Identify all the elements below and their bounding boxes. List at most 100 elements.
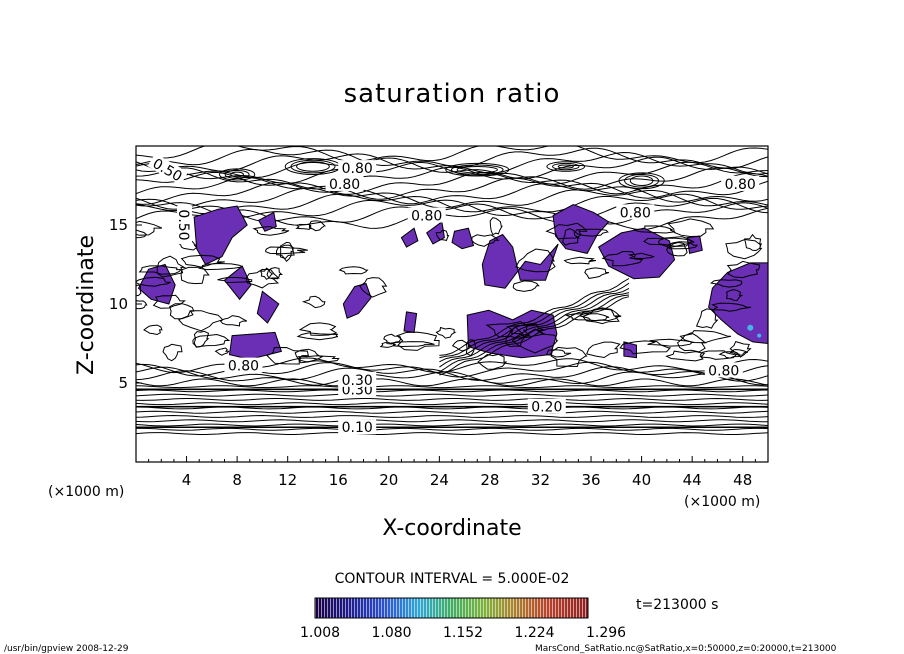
contour-line — [136, 397, 768, 401]
contour-loop — [180, 266, 210, 285]
contour-loop — [197, 262, 243, 271]
contour-loop — [230, 171, 244, 178]
contour-loop — [136, 276, 171, 287]
contour-loop — [601, 250, 644, 267]
contour-loop — [586, 341, 621, 359]
x-tick-label: 32 — [531, 471, 550, 489]
contour-loop — [136, 284, 142, 297]
supersaturated-region — [400, 227, 419, 248]
contour-loop — [562, 228, 581, 246]
stratified-contours — [136, 357, 768, 435]
supersaturated-region — [403, 311, 418, 333]
contour-loop — [180, 254, 225, 268]
colorbar-tick-label: 1.008 — [300, 625, 340, 641]
contour-loop — [162, 343, 183, 362]
contour-loop — [136, 220, 163, 236]
contour-line — [136, 182, 768, 205]
contour-line — [439, 278, 630, 356]
high-value-spot — [747, 324, 754, 331]
contour-loop — [456, 166, 498, 174]
contour-label: 0.50 — [175, 209, 191, 240]
contour-loop — [695, 308, 719, 329]
contour-line — [136, 402, 768, 406]
contour-loop — [550, 346, 588, 368]
contour-loop — [557, 164, 574, 169]
contour-loop — [379, 341, 396, 348]
contour-line — [136, 410, 768, 414]
x-tick-label: 4 — [182, 471, 192, 489]
contour-loop — [726, 289, 744, 301]
contour-loop — [465, 339, 476, 357]
contour-loop — [193, 330, 210, 348]
contour-loop — [177, 310, 224, 332]
x-tick-label: 24 — [430, 471, 449, 489]
contour-label-bg — [616, 204, 655, 220]
contour-loop — [396, 331, 440, 351]
contour-loop — [252, 225, 290, 236]
y-axis-unit: (×1000 m) — [48, 484, 124, 500]
x-axis-label: X-coordinate — [382, 516, 521, 541]
contour-loop — [296, 332, 339, 341]
y-axis-label: Z-coordinate — [74, 235, 99, 375]
contour-loop — [136, 229, 148, 239]
contour-line — [136, 171, 768, 195]
supersaturated-region — [342, 282, 372, 319]
contour-line — [136, 432, 768, 435]
contour-line — [136, 389, 768, 393]
x-tick-label: 36 — [581, 471, 600, 489]
contour-loop — [726, 260, 761, 279]
contour-loop — [665, 350, 706, 362]
contour-line — [136, 427, 768, 431]
contour-line — [439, 292, 630, 368]
contour-loop — [665, 241, 688, 257]
colorbar-tick-label: 1.296 — [586, 625, 626, 641]
contour-label: 0.80 — [708, 363, 739, 379]
x-tick-label: 28 — [480, 471, 499, 489]
contour-loop — [485, 321, 531, 339]
time-label: t=213000 s — [636, 597, 718, 613]
contour-loop — [390, 341, 435, 348]
colorbar-tick-label: 1.080 — [372, 625, 412, 641]
contour-loop — [624, 173, 660, 188]
footer-right: MarsCond_SatRatio.nc@SatRatio,x=0:50000,… — [535, 644, 837, 654]
supersaturated-region — [686, 235, 703, 255]
contour-loop — [511, 328, 559, 354]
contour-loop — [279, 241, 294, 263]
contour-loop — [298, 322, 338, 336]
supersaturated-region — [552, 203, 610, 254]
contour-label: 0.80 — [620, 205, 651, 221]
contour-loop — [489, 217, 503, 236]
contour-loop — [451, 339, 472, 352]
contour-line — [136, 385, 768, 389]
contour-label: 0.80 — [329, 177, 360, 193]
contour-loop — [136, 300, 148, 310]
colorbar-stripes — [315, 598, 588, 618]
contour-loop — [450, 164, 504, 175]
contour-loop — [647, 338, 695, 347]
contour-loop — [546, 161, 586, 172]
high-value-spot — [757, 333, 762, 338]
supersaturated-region — [597, 227, 676, 280]
x-tick-label: 20 — [379, 471, 398, 489]
supersaturated-region — [257, 211, 277, 232]
x-tick-label: 8 — [232, 471, 242, 489]
contour-line — [136, 414, 768, 418]
contour-labels: 0.100.200.300.50 0.800.800.800.80 0.800.80… — [147, 153, 760, 436]
contour-line — [136, 419, 768, 423]
contour-loop — [259, 267, 274, 280]
upper-contours — [136, 146, 768, 231]
contour-label-bg — [325, 175, 364, 191]
contour-loop — [477, 353, 508, 370]
contour-loop — [297, 355, 340, 363]
contour-label: 0.80 — [725, 177, 756, 193]
contour-line — [136, 423, 768, 427]
cloud-contours — [136, 217, 763, 376]
contour-loop — [563, 256, 597, 265]
contour-loop — [284, 158, 342, 175]
contour-loop — [338, 266, 369, 275]
contour-label-bg — [338, 160, 377, 176]
contour-loop — [512, 280, 540, 292]
contour-loop — [218, 168, 256, 181]
supersaturated-region — [481, 233, 559, 289]
x-tick-label: 40 — [632, 471, 651, 489]
